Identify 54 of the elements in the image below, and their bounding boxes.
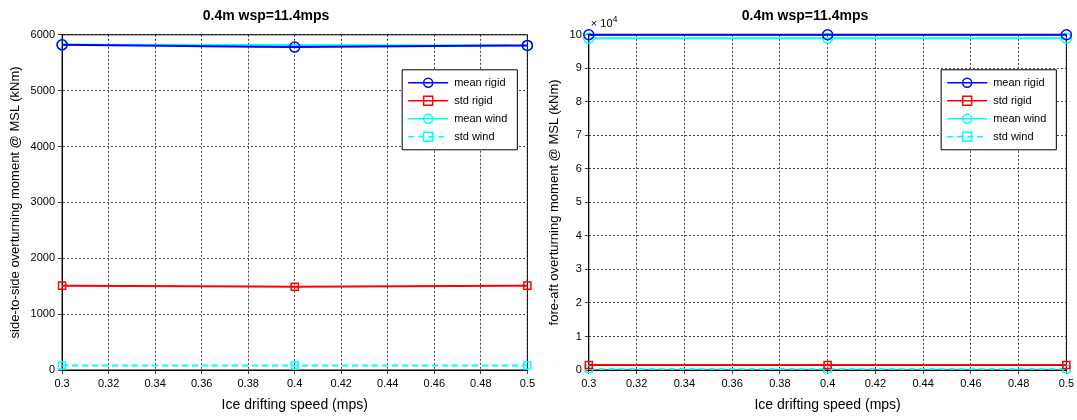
x-tick-label: 0.5: [519, 376, 535, 389]
y-tick-label: 0: [575, 363, 582, 376]
y-tick-label: 9: [575, 61, 582, 74]
x-tick-label: 0.3: [581, 376, 597, 389]
chart-title: 0.4m wsp=11.4mps: [741, 7, 869, 24]
x-tick-label: 0.42: [330, 376, 352, 389]
legend-label: std rigid: [454, 93, 493, 106]
y-tick-label: 1: [575, 329, 582, 342]
x-tick-label: 0.44: [377, 376, 399, 389]
y-tick-label: 8: [575, 94, 582, 107]
x-tick-label: 0.5: [1058, 376, 1074, 389]
x-tick-label: 0.34: [673, 376, 696, 389]
x-tick-label: 0.38: [237, 376, 259, 389]
x-tick-label: 0.46: [423, 376, 446, 389]
y-tick-label: 7: [575, 128, 582, 141]
y-tick-label: 4000: [30, 139, 56, 152]
legend-label: mean rigid: [993, 75, 1045, 88]
legend-label: mean wind: [993, 111, 1047, 124]
y-tick-label: 2000: [30, 251, 56, 264]
y-tick-label: 4: [575, 228, 582, 241]
x-tick-label: 0.32: [625, 376, 648, 389]
y-tick-label: 5000: [30, 83, 56, 96]
x-axis-title: Ice drifting speed (mps): [754, 396, 901, 413]
x-tick-label: 0.4: [819, 376, 836, 389]
x-tick-label: 0.48: [1007, 376, 1030, 389]
y-tick-label: 3: [575, 262, 582, 275]
y-tick-label: 6: [575, 161, 582, 174]
legend-label: std wind: [454, 129, 495, 142]
x-tick-label: 0.46: [960, 376, 982, 389]
x-tick-label: 0.34: [144, 376, 166, 389]
y-tick-label: 0: [48, 363, 56, 376]
y-tick-label: 10: [569, 27, 582, 40]
y-axis-title: side-to-side overturning moment @ MSL (kNm): [7, 66, 23, 339]
y-axis-title: fore-aft overturning moment @ MSL (kNm): [546, 79, 562, 326]
y-tick-label: 2: [575, 295, 582, 308]
x-tick-label: 0.3: [54, 376, 70, 389]
x-tick-label: 0.44: [912, 376, 934, 389]
y-tick-label: 5: [575, 195, 582, 208]
x-tick-label: 0.48: [470, 376, 492, 389]
chart-title: 0.4m wsp=11.4mps: [202, 7, 330, 24]
legend-label: std rigid: [993, 93, 1032, 106]
legend-label: mean rigid: [454, 75, 506, 88]
y-tick-label: 1000: [30, 307, 56, 320]
x-tick-label: 0.4: [287, 376, 303, 389]
x-axis-title: Ice drifting speed (mps): [221, 396, 368, 413]
x-tick-label: 0.36: [190, 376, 213, 389]
legend-label: mean wind: [454, 111, 508, 124]
x-tick-label: 0.42: [864, 376, 887, 389]
y-tick-label: 6000: [30, 27, 56, 40]
x-tick-label: 0.32: [97, 376, 120, 389]
x-tick-label: 0.36: [721, 376, 743, 389]
y-tick-label: 3000: [30, 195, 56, 208]
x-tick-label: 0.38: [769, 376, 791, 389]
legend-label: std wind: [993, 129, 1034, 142]
